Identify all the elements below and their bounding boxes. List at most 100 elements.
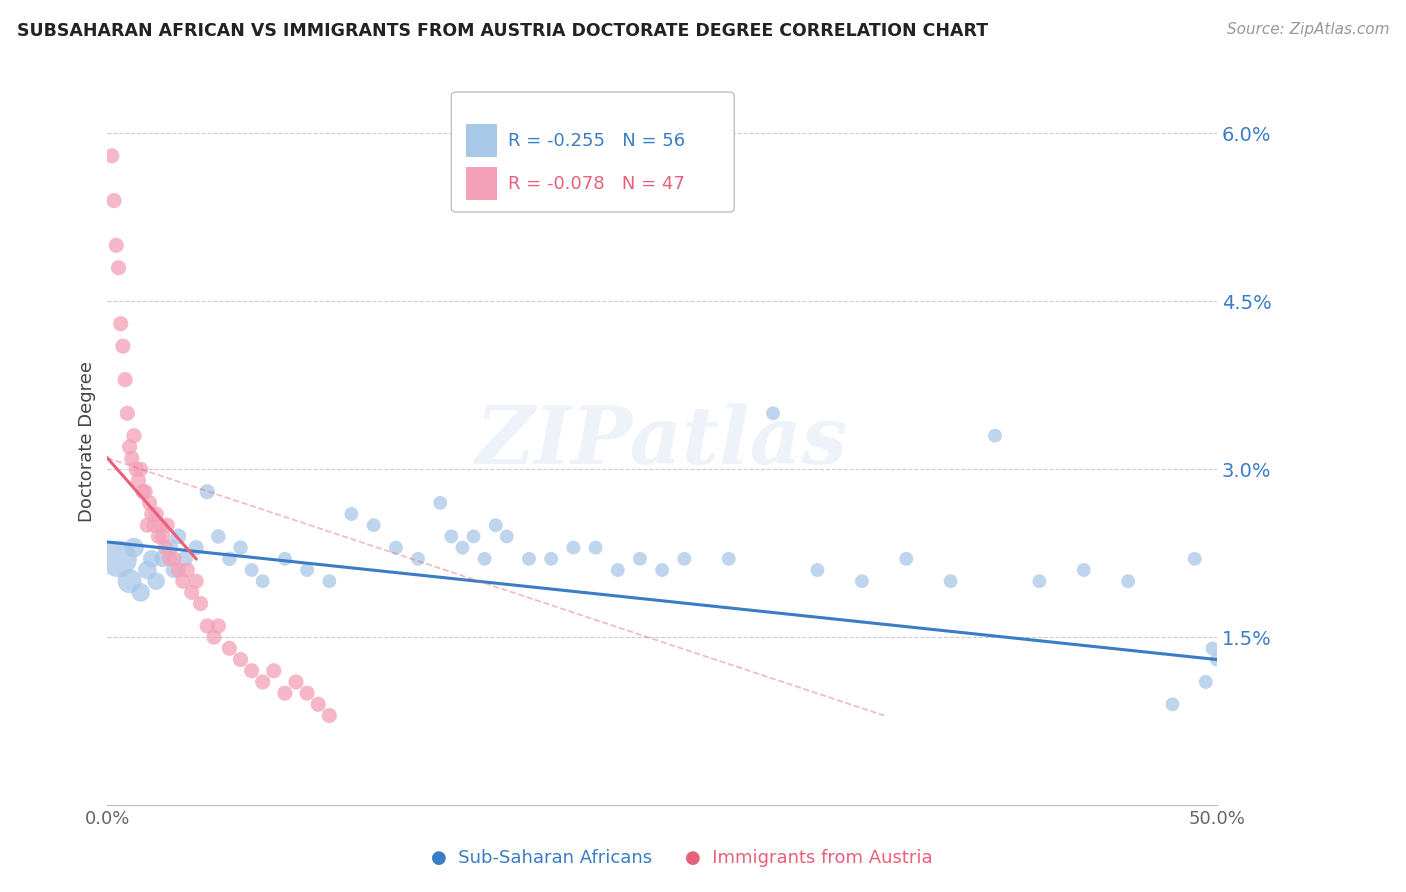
Point [176, 563, 198, 577]
Point [207, 529, 229, 543]
Point [153, 541, 176, 555]
Point [159, 541, 181, 555]
Point [122, 541, 145, 555]
Point [134, 484, 156, 499]
Point [111, 339, 134, 353]
Point [451, 541, 474, 555]
Point [1116, 574, 1139, 589]
Point [429, 496, 451, 510]
Point [101, 149, 124, 163]
Point [110, 317, 132, 331]
Point [207, 619, 229, 633]
Point [190, 597, 212, 611]
Point [174, 551, 197, 566]
Point [229, 652, 252, 666]
Point [218, 551, 240, 566]
Point [118, 574, 141, 589]
Point [136, 563, 159, 577]
Point [1184, 551, 1206, 566]
Point [1073, 563, 1095, 577]
Point [307, 698, 329, 712]
Point [148, 529, 170, 543]
Point [172, 574, 194, 589]
Point [180, 585, 202, 599]
Point [363, 518, 385, 533]
Text: ●  Sub-Saharan Africans: ● Sub-Saharan Africans [430, 849, 652, 867]
Point [474, 551, 496, 566]
Point [195, 484, 218, 499]
Point [1195, 675, 1218, 690]
Point [218, 641, 240, 656]
Point [141, 507, 163, 521]
Point [340, 507, 363, 521]
Point [540, 551, 562, 566]
Point [585, 541, 607, 555]
Bar [465, 124, 496, 157]
Point [118, 440, 141, 454]
Point [673, 551, 696, 566]
Point [152, 551, 174, 566]
Point [136, 518, 159, 533]
Point [138, 496, 160, 510]
Point [440, 529, 463, 543]
Point [107, 260, 129, 275]
Point [167, 563, 190, 577]
Point [295, 686, 318, 700]
Point [1028, 574, 1050, 589]
Point [274, 551, 297, 566]
Point [132, 484, 155, 499]
Point [103, 194, 125, 208]
Text: R = -0.255   N = 56: R = -0.255 N = 56 [508, 132, 685, 150]
Text: ZIPatlas: ZIPatlas [477, 402, 848, 480]
Point [762, 406, 785, 420]
Point [984, 428, 1007, 442]
Point [163, 551, 186, 566]
Point [274, 686, 297, 700]
Point [167, 529, 190, 543]
Point [129, 462, 152, 476]
Point [606, 563, 628, 577]
Point [114, 373, 136, 387]
Point [295, 563, 318, 577]
Point [562, 541, 585, 555]
Point [195, 619, 218, 633]
Point [145, 574, 167, 589]
Text: ●  Immigrants from Austria: ● Immigrants from Austria [685, 849, 932, 867]
Point [939, 574, 962, 589]
Text: SUBSAHARAN AFRICAN VS IMMIGRANTS FROM AUSTRIA DOCTORATE DEGREE CORRELATION CHART: SUBSAHARAN AFRICAN VS IMMIGRANTS FROM AU… [17, 22, 988, 40]
Point [125, 462, 148, 476]
Point [129, 585, 152, 599]
Point [240, 664, 263, 678]
Point [121, 451, 143, 466]
Point [717, 551, 740, 566]
Point [186, 574, 208, 589]
Point [463, 529, 485, 543]
Point [285, 675, 308, 690]
FancyBboxPatch shape [451, 92, 734, 212]
Point [252, 675, 274, 690]
Point [117, 406, 139, 420]
Point [806, 563, 828, 577]
Point [141, 551, 163, 566]
Point [163, 563, 186, 577]
Point [156, 518, 179, 533]
Point [896, 551, 918, 566]
Point [149, 518, 172, 533]
Text: Source: ZipAtlas.com: Source: ZipAtlas.com [1226, 22, 1389, 37]
Point [143, 518, 166, 533]
Point [240, 563, 263, 577]
Text: R = -0.078   N = 47: R = -0.078 N = 47 [508, 175, 685, 193]
Point [202, 630, 225, 644]
Point [318, 574, 340, 589]
Point [1161, 698, 1184, 712]
Point [1201, 641, 1223, 656]
Point [263, 664, 285, 678]
Point [485, 518, 508, 533]
Point [107, 551, 129, 566]
Point [252, 574, 274, 589]
Point [385, 541, 408, 555]
Point [406, 551, 429, 566]
Point [122, 428, 145, 442]
Point [186, 541, 208, 555]
Point [1205, 652, 1227, 666]
